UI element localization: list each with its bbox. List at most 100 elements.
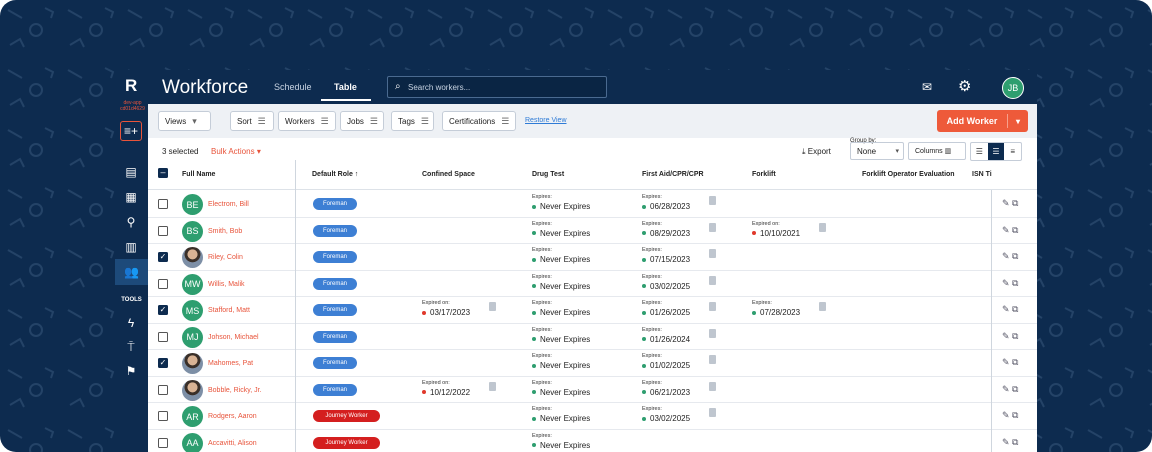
pencil-icon[interactable]: ✎ [1002, 410, 1013, 420]
worker-name-link[interactable]: Willis, Malik [208, 280, 245, 288]
open-external-icon[interactable]: ⧉ [1012, 436, 1019, 447]
worker-name-link[interactable]: Accavitti, Alison [208, 439, 257, 447]
location-pin-icon[interactable]: ⚲ [126, 215, 136, 229]
table-row[interactable]: MW Willis, Malik Foreman Expires: Never Expi… [148, 271, 1037, 297]
pencil-icon[interactable]: ✎ [1002, 436, 1013, 447]
people-icon[interactable]: 👥 [115, 259, 148, 285]
document-icon[interactable] [709, 302, 716, 311]
document-icon[interactable] [709, 408, 716, 417]
table-row[interactable]: MJ Johson, Michael Foreman Expires: Never Ex… [148, 324, 1037, 350]
pencil-icon[interactable]: ✎ [1002, 251, 1013, 261]
table-row[interactable]: ✓ MS Stafford, Matt Foreman Expired on: 03/17… [148, 297, 1037, 324]
search-input[interactable] [408, 80, 598, 95]
restore-view-link[interactable]: Restore View [525, 117, 567, 124]
row-checkbox[interactable]: ✓ [158, 305, 168, 315]
open-external-icon[interactable]: ⧉ [1012, 383, 1019, 394]
bulk-actions-button[interactable]: Bulk Actions ▾ [211, 147, 261, 156]
worker-name-link[interactable]: Smith, Bob [208, 227, 243, 235]
add-worker-button[interactable]: Add Worker ▾ [937, 110, 1028, 132]
column-drug-test[interactable]: Drug Test [532, 171, 565, 178]
worker-name-link[interactable]: Bobble, Ricky, Jr. [208, 386, 262, 394]
worker-name-link[interactable]: Electrom, Bill [208, 201, 249, 208]
open-external-icon[interactable]: ⧉ [1012, 410, 1019, 420]
document-icon[interactable] [489, 381, 496, 391]
column-default-role[interactable]: Default Role ↑ [312, 171, 358, 178]
table-row[interactable]: BS Smith, Bob Foreman Expires: Never Expires… [148, 218, 1037, 244]
open-external-icon[interactable]: ⧉ [1012, 304, 1019, 314]
pencil-icon[interactable]: ✎ [1002, 224, 1013, 235]
column-full-name[interactable]: Full Name [182, 171, 216, 178]
table-row[interactable]: AA Accavitti, Alison Journey Worker Expires… [148, 430, 1037, 452]
pencil-icon[interactable]: ✎ [1002, 198, 1013, 208]
table-row[interactable]: Bobble, Ricky, Jr. Foreman Expired on: 10/1… [148, 377, 1037, 403]
views-button[interactable]: Views ▾ [158, 111, 211, 131]
lightning-icon[interactable]: ϟ [127, 316, 135, 330]
column-first-aid[interactable]: First Aid/CPR/CPR [642, 171, 704, 178]
sort-button[interactable]: Sort ☰ [230, 111, 274, 131]
row-checkbox[interactable] [158, 437, 168, 448]
open-external-icon[interactable]: ⧉ [1012, 277, 1019, 288]
jobs-filter-button[interactable]: Jobs ☰ [340, 111, 384, 131]
tab-table[interactable]: Table [334, 82, 357, 92]
mail-icon[interactable]: ✉ [922, 80, 933, 94]
table-row[interactable]: ✓ Riley, Colin Foreman Expires: Never Expire… [148, 244, 1037, 271]
export-button[interactable]: ⤓ Export [802, 147, 831, 157]
document-icon[interactable] [709, 381, 716, 391]
row-checkbox[interactable] [158, 278, 168, 289]
workers-filter-button[interactable]: Workers ☰ [278, 111, 336, 131]
row-checkbox[interactable]: ✓ [158, 358, 168, 368]
flashlight-icon[interactable]: ⍑ [127, 339, 135, 354]
pencil-icon[interactable]: ✎ [1002, 383, 1013, 394]
chart-icon[interactable]: ▤ [125, 165, 137, 179]
document-icon[interactable] [709, 249, 716, 258]
row-checkbox[interactable] [158, 331, 168, 342]
row-checkbox[interactable] [158, 199, 168, 209]
document-icon[interactable] [709, 355, 716, 364]
certifications-filter-button[interactable]: Certifications ☰ [442, 111, 516, 131]
open-external-icon[interactable]: ⧉ [1012, 224, 1019, 235]
open-external-icon[interactable]: ⧉ [1012, 330, 1019, 341]
calendar-icon[interactable]: ▦ [125, 190, 137, 204]
column-isn[interactable]: ISN Ti [972, 171, 992, 178]
compact-view-icon[interactable]: ☰ [975, 147, 983, 156]
pencil-icon[interactable]: ✎ [1002, 330, 1013, 341]
tags-filter-button[interactable]: Tags ☰ [391, 111, 434, 131]
document-icon[interactable] [489, 302, 496, 311]
open-external-icon[interactable]: ⧉ [1012, 198, 1019, 208]
pencil-icon[interactable]: ✎ [1002, 277, 1013, 288]
worker-name-link[interactable]: Johson, Michael [208, 333, 259, 341]
worker-name-link[interactable]: Mahomes, Pat [208, 360, 254, 367]
row-checkbox[interactable]: ✓ [158, 252, 168, 262]
pencil-icon[interactable]: ✎ [1002, 357, 1013, 367]
document-icon[interactable] [709, 196, 716, 205]
default-view-icon[interactable]: ☰ [987, 143, 1005, 160]
document-icon[interactable] [819, 302, 826, 311]
column-forklift-operator-evaluation[interactable]: Forklift Operator Evaluation [862, 171, 955, 178]
document-icon[interactable] [709, 275, 716, 285]
table-row[interactable]: ✓ Mahomes, Pat Foreman Expires: Never Expire… [148, 350, 1037, 377]
document-icon[interactable] [709, 222, 716, 232]
add-entry-icon[interactable]: ≡+ [120, 121, 142, 141]
user-avatar[interactable]: JB [1002, 77, 1024, 99]
chevron-down-icon[interactable]: ▾ [1015, 116, 1020, 126]
worker-name-link[interactable]: Riley, Colin [208, 254, 243, 261]
table-row[interactable]: BE Electrom, Bill Foreman Expires: Never Exp… [148, 191, 1037, 218]
column-confined-space[interactable]: Confined Space [422, 171, 475, 178]
row-checkbox[interactable] [158, 411, 168, 421]
table-row[interactable]: AR Rodgers, Aaron Journey Worker Expires: Ne… [148, 403, 1037, 430]
pencil-icon[interactable]: ✎ [1002, 304, 1013, 314]
open-external-icon[interactable]: ⧉ [1012, 357, 1019, 367]
select-all-checkbox[interactable]: – [158, 168, 168, 178]
group-by-select[interactable]: None ▾ [850, 142, 904, 160]
document-icon[interactable] [709, 328, 716, 338]
comfortable-view-icon[interactable]: ≡ [1010, 147, 1016, 156]
document-icon[interactable] [819, 222, 826, 232]
flag-icon[interactable]: ⚑ [125, 364, 137, 378]
building-icon[interactable]: ▥ [125, 240, 137, 254]
worker-name-link[interactable]: Stafford, Matt [208, 307, 250, 314]
column-forklift[interactable]: Forklift [752, 171, 776, 178]
row-checkbox[interactable] [158, 225, 168, 236]
tab-schedule[interactable]: Schedule [274, 82, 312, 92]
columns-button[interactable]: Columns ▥ [908, 142, 966, 160]
open-external-icon[interactable]: ⧉ [1012, 251, 1019, 261]
